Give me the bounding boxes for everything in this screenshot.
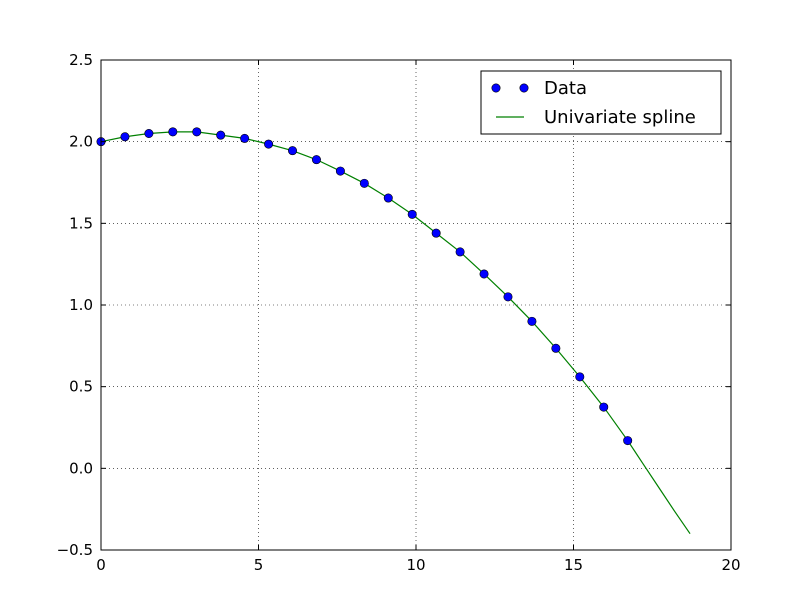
legend-box	[480, 70, 722, 135]
data-point	[479, 269, 489, 279]
legend-label: Data	[544, 78, 587, 99]
data-point	[359, 178, 369, 188]
plot-series	[96, 127, 691, 535]
legend-marker	[491, 83, 501, 93]
x-tick-label: 15	[564, 556, 583, 574]
data-point	[288, 146, 298, 156]
data-point	[503, 292, 513, 302]
data-point	[407, 209, 417, 219]
y-tick-label: 0.0	[69, 459, 93, 477]
data-point	[575, 372, 585, 382]
y-tick-label: 2.5	[69, 51, 93, 69]
y-tick-label: 2.0	[69, 133, 93, 151]
data-point	[599, 402, 609, 412]
data-point	[168, 127, 178, 137]
data-point	[623, 436, 633, 446]
axis-ticks: 0 5 10 15 20 −0.5 0.0 0.5 1.0 1.5 2.0 2.5	[57, 51, 741, 574]
data-point	[383, 193, 393, 203]
data-point	[335, 166, 345, 176]
data-point	[455, 247, 465, 257]
data-point	[192, 127, 202, 137]
data-point	[216, 130, 226, 140]
legend: Data Univariate spline	[480, 70, 722, 135]
data-point	[144, 129, 154, 139]
data-point	[527, 316, 537, 326]
data-point	[551, 343, 561, 353]
y-tick-label: 1.5	[69, 214, 93, 232]
data-point	[431, 228, 441, 238]
y-tick-label: 0.5	[69, 378, 93, 396]
data-point	[311, 155, 321, 165]
data-point	[240, 133, 250, 143]
x-tick-label: 20	[721, 556, 740, 574]
x-tick-label: 5	[254, 556, 264, 574]
data-point	[264, 139, 274, 149]
legend-marker	[519, 83, 529, 93]
legend-label: Univariate spline	[544, 107, 696, 128]
y-tick-label: 1.0	[69, 296, 93, 314]
x-tick-label: 10	[406, 556, 425, 574]
data-point	[120, 132, 130, 142]
y-tick-label: −0.5	[57, 541, 93, 559]
grid-lines	[101, 60, 731, 550]
x-tick-label: 0	[96, 556, 106, 574]
